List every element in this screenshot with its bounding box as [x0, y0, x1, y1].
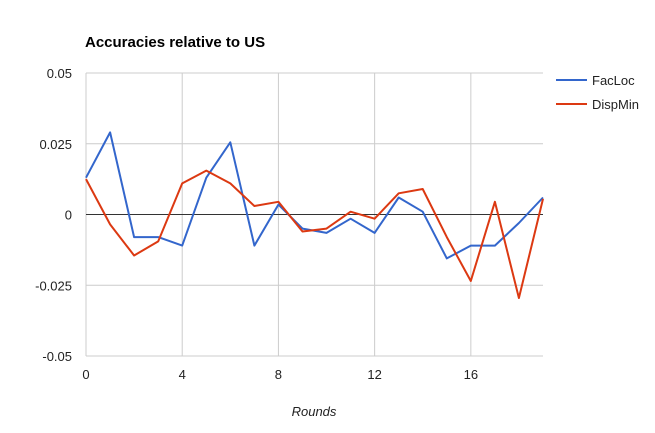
y-axis-ticks: 0.05 0.025 0 -0.025 -0.05 — [35, 66, 72, 364]
x-tick-label: 12 — [367, 367, 381, 382]
legend-label-dispmin: DispMin — [592, 97, 639, 112]
x-tick-label: 0 — [82, 367, 89, 382]
x-tick-label: 16 — [464, 367, 478, 382]
series-line-dispmin — [85, 169, 544, 299]
legend: FacLoc DispMin — [556, 73, 639, 112]
x-axis-ticks: 0 4 8 12 16 — [82, 367, 478, 382]
x-tick-label: 8 — [275, 367, 282, 382]
y-tick-label: 0.025 — [39, 137, 72, 152]
x-tick-label: 4 — [179, 367, 186, 382]
legend-label-facloc: FacLoc — [592, 73, 635, 88]
y-tick-label: 0.05 — [47, 66, 72, 81]
series-line-facloc — [85, 131, 544, 260]
chart-title: Accuracies relative to US — [85, 34, 265, 51]
y-tick-label: -0.05 — [42, 349, 72, 364]
y-tick-label: -0.025 — [35, 278, 72, 293]
x-axis-label: Rounds — [292, 404, 337, 419]
y-tick-label: 0 — [65, 208, 72, 223]
series-lines — [85, 131, 544, 299]
